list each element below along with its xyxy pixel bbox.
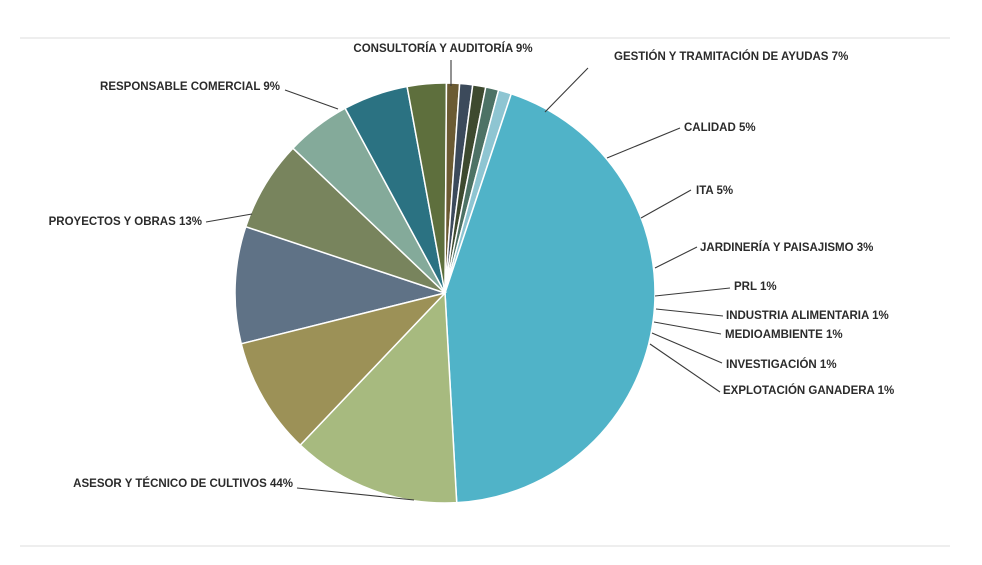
slice-label: PROYECTOS Y OBRAS 13% (49, 216, 202, 228)
pie-slice (444, 92, 656, 504)
leader-lines-layer (205, 60, 731, 501)
leader-line (653, 321, 722, 335)
leader-line (606, 127, 681, 159)
leader-line (296, 487, 415, 501)
leader-line (284, 89, 339, 110)
slice-label: RESPONSABLE COMERCIAL 9% (100, 81, 280, 93)
slice-label: CONSULTORÍA Y AUDITORÍA 9% (353, 42, 532, 55)
pie-slice (240, 291, 448, 447)
labels-layer: CONSULTORÍA Y AUDITORÍA 9% GESTIÓN Y TRAM… (49, 42, 895, 490)
pie-slice (299, 291, 458, 504)
slice-label: INDUSTRIA ALIMENTARIA 1% (726, 310, 889, 322)
leader-line (205, 213, 253, 223)
slice-label: INVESTIGACIÓN 1% (726, 358, 837, 371)
slice-label: ITA 5% (696, 185, 733, 197)
slice-label: CALIDAD 5% (684, 122, 756, 134)
slice-label: EXPLOTACIÓN GANADERA 1% (723, 384, 894, 397)
leader-line (651, 332, 723, 364)
leader-line (654, 246, 698, 269)
leader-line (655, 308, 724, 317)
pie-slice (234, 225, 448, 345)
slice-label: JARDINERÍA Y PAISAJISMO 3% (700, 241, 873, 254)
leader-line (544, 67, 589, 113)
slices-layer (234, 82, 656, 504)
leader-line (649, 343, 721, 393)
slice-label: GESTIÓN Y TRAMITACIÓN DE AYUDAS 7% (614, 50, 848, 63)
leader-line (640, 189, 692, 219)
leader-line (654, 287, 731, 297)
slice-label: PRL 1% (734, 281, 777, 293)
slice-label: ASESOR Y TÉCNICO DE CULTIVOS 44% (73, 477, 293, 490)
slice-label: MEDIOAMBIENTE 1% (725, 329, 843, 341)
